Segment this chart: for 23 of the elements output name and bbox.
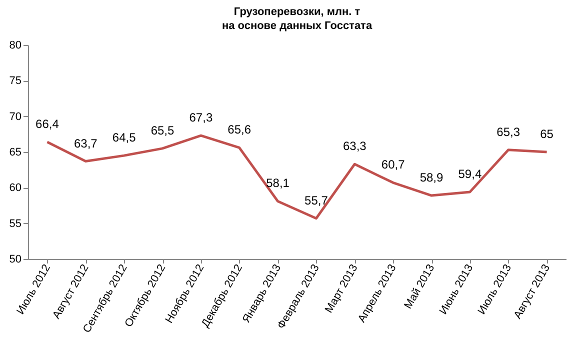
- y-tick-label: 80: [9, 40, 22, 52]
- data-label: 65,6: [228, 122, 252, 137]
- chart-subtitle: на основе данных Госстата: [222, 20, 373, 32]
- data-label: 58,9: [420, 170, 444, 185]
- y-tick-label: 50: [9, 254, 22, 266]
- data-label: 66,4: [36, 117, 60, 132]
- data-label: 59,4: [458, 166, 482, 181]
- data-label: 65,5: [150, 123, 174, 138]
- y-tick-label: 55: [9, 218, 22, 230]
- chart-title: Грузоперевозки, млн. т: [234, 6, 361, 18]
- data-label: 65: [540, 127, 554, 141]
- y-tick-label: 75: [9, 75, 22, 88]
- data-label: 64,5: [112, 130, 136, 145]
- data-label: 67,3: [189, 110, 213, 125]
- y-tick-label: 70: [9, 110, 22, 123]
- data-label: 63,7: [74, 136, 98, 150]
- y-tick-label: 65: [9, 146, 22, 158]
- y-tick-label: 60: [9, 182, 22, 194]
- data-label: 58,1: [266, 176, 290, 190]
- data-label: 63,3: [342, 139, 367, 154]
- data-label: 65,3: [496, 124, 520, 139]
- data-label: 60,7: [381, 158, 406, 172]
- data-label: 55,7: [304, 193, 328, 208]
